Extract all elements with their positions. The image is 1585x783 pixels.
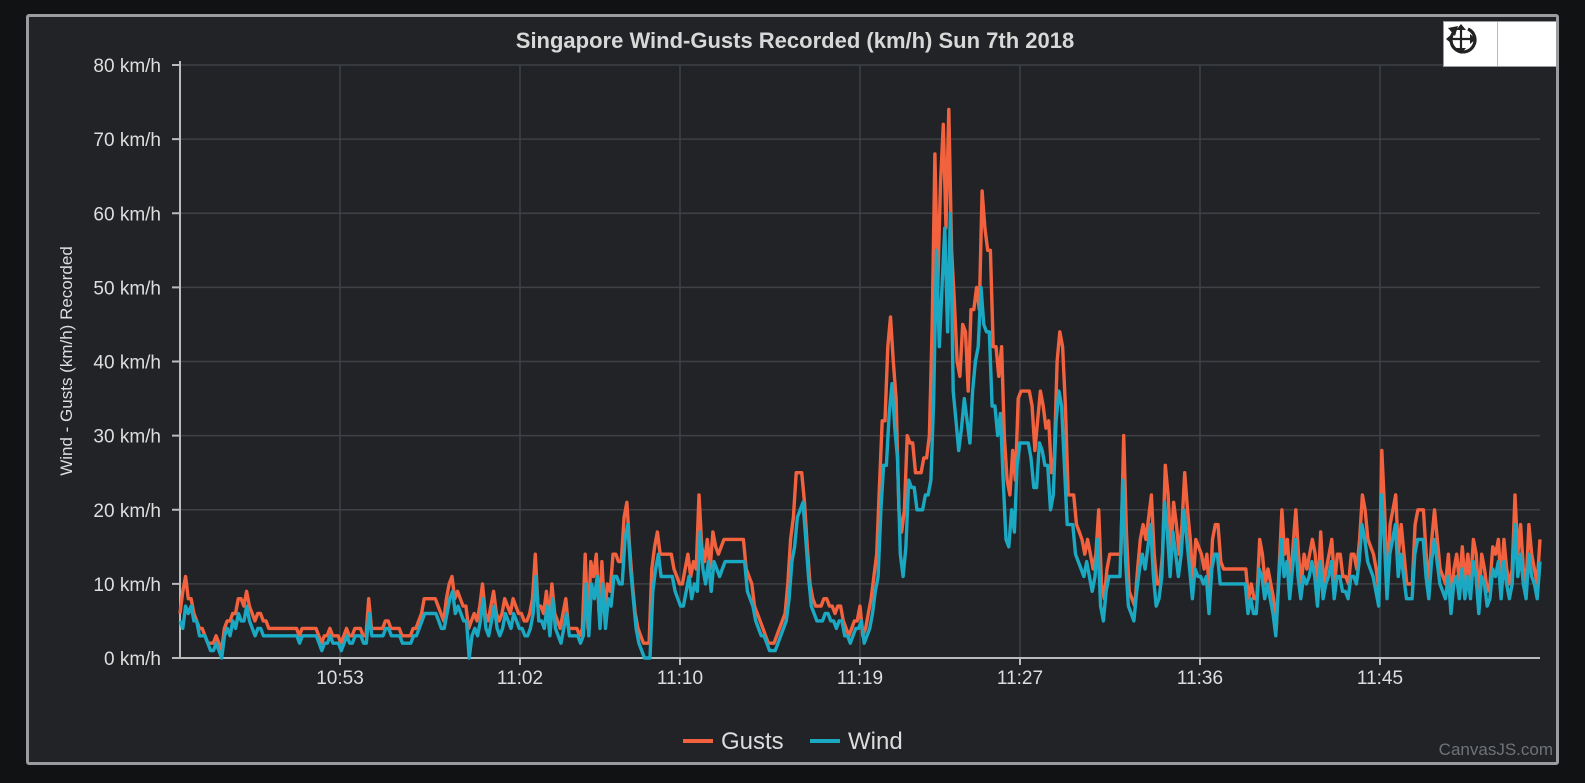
series-line-gusts xyxy=(178,107,1542,653)
y-tick-label: 0 km/h xyxy=(104,649,161,670)
y-tick-label: 70 km/h xyxy=(93,130,161,151)
canvasjs-credit[interactable]: CanvasJS.com xyxy=(1439,740,1553,759)
x-tick-label: 11:10 xyxy=(657,668,703,689)
x-tick-label: 11:19 xyxy=(837,668,883,689)
x-axis-ticks: 10:53 11:02 11:10 11:19 11:27 11:36 11:45 xyxy=(316,658,1403,689)
y-tick-label: 80 km/h xyxy=(93,56,161,77)
chart-toolbar xyxy=(1443,21,1557,67)
legend-label-wind[interactable]: Wind xyxy=(848,728,903,755)
reset-button[interactable] xyxy=(1448,22,1556,66)
reset-icon xyxy=(1448,26,1477,54)
gridlines xyxy=(179,61,1540,659)
legend[interactable]: Gusts Wind xyxy=(683,728,903,755)
series-lines xyxy=(178,107,1542,660)
y-tick-label: 40 km/h xyxy=(93,353,161,374)
y-tick-label: 60 km/h xyxy=(93,204,161,225)
x-tick-label: 11:27 xyxy=(997,668,1043,689)
x-tick-label: 11:45 xyxy=(1357,668,1403,689)
y-tick-label: 20 km/h xyxy=(93,501,161,522)
legend-label-gusts[interactable]: Gusts xyxy=(721,728,784,755)
series-line-wind xyxy=(178,211,1542,660)
x-tick-label: 11:36 xyxy=(1177,668,1223,689)
y-axis-title: Wind - Gusts (km/h) Recorded xyxy=(57,246,76,476)
x-tick-label: 11:02 xyxy=(497,668,543,689)
chart-title: Singapore Wind-Gusts Recorded (km/h) Sun… xyxy=(516,28,1074,53)
y-tick-label: 10 km/h xyxy=(93,575,161,596)
y-tick-label: 50 km/h xyxy=(93,278,161,299)
y-tick-label: 30 km/h xyxy=(93,427,161,448)
y-axis-ticks: 0 km/h 10 km/h 20 km/h 30 km/h 40 km/h 50 km/… xyxy=(93,56,180,670)
x-tick-label: 10:53 xyxy=(316,668,364,689)
